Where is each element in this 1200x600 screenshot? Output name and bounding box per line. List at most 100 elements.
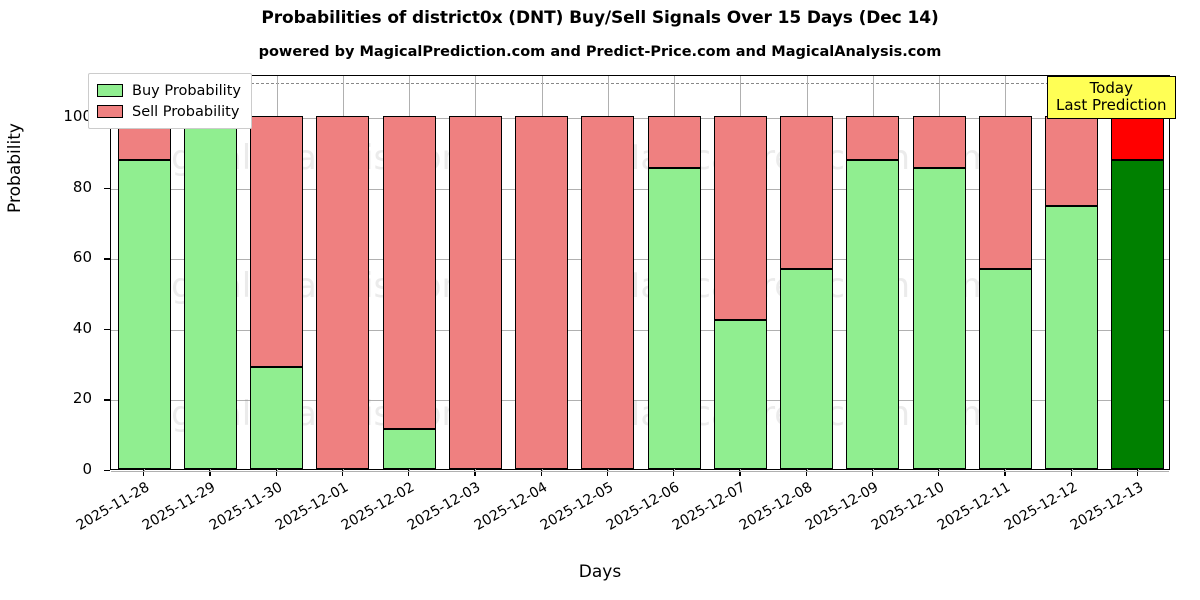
today-annotation: Today Last Prediction xyxy=(1047,76,1176,119)
bar-segment-buy[interactable] xyxy=(713,319,767,469)
legend-label-sell: Sell Probability xyxy=(132,103,240,120)
legend-label-buy: Buy Probability xyxy=(132,82,241,99)
bar-segment-buy[interactable] xyxy=(382,429,436,469)
x-tick-label: 2025-12-03 xyxy=(405,479,484,534)
bar-segment-sell[interactable] xyxy=(382,116,436,430)
x-tick-mark xyxy=(1070,470,1072,476)
x-tick-label: 2025-12-06 xyxy=(603,479,683,534)
y-tick-label: 20 xyxy=(72,389,92,408)
bar-segment-sell[interactable] xyxy=(780,116,834,270)
bar-segment-sell[interactable] xyxy=(978,116,1032,270)
bar-group[interactable] xyxy=(515,74,569,469)
legend-item-buy: Buy Probability xyxy=(97,80,241,101)
x-tick-label: 2025-12-08 xyxy=(736,479,815,534)
x-tick-mark xyxy=(341,470,344,476)
x-tick-mark xyxy=(474,470,476,476)
bar-segment-buy[interactable] xyxy=(780,269,834,469)
legend-swatch-buy-icon xyxy=(97,84,123,97)
x-tick-mark xyxy=(209,470,211,476)
bar-group[interactable] xyxy=(912,74,966,469)
x-tick-mark xyxy=(143,470,145,476)
bar-segment-sell[interactable] xyxy=(448,116,502,469)
bar-group[interactable] xyxy=(316,74,370,469)
bar-segment-buy[interactable] xyxy=(250,366,304,469)
x-tick-label: 2025-12-13 xyxy=(1067,479,1147,534)
x-tick-label: 2025-11-30 xyxy=(206,479,285,534)
bar-segment-sell[interactable] xyxy=(1045,116,1099,207)
x-tick-mark xyxy=(540,470,542,476)
x-tick-label: 2025-11-29 xyxy=(140,479,219,534)
bar-group[interactable] xyxy=(250,74,304,469)
bar-group[interactable] xyxy=(647,74,701,469)
today-annotation-line1: Today xyxy=(1089,79,1133,97)
bar-segment-buy[interactable] xyxy=(978,269,1032,469)
x-tick-label: 2025-12-09 xyxy=(802,479,882,534)
y-tick-label: 80 xyxy=(72,177,92,196)
bar-segment-sell[interactable] xyxy=(846,116,900,161)
bar-segment-buy[interactable] xyxy=(183,116,237,469)
bar-group[interactable] xyxy=(1111,74,1165,469)
bar-segment-buy[interactable] xyxy=(1111,160,1165,469)
bar-segment-buy[interactable] xyxy=(117,160,171,469)
bar-segment-sell[interactable] xyxy=(1111,116,1165,161)
x-tick-mark xyxy=(871,470,874,476)
bar-segment-sell[interactable] xyxy=(581,116,635,469)
chart-legend: Buy Probability Sell Probability xyxy=(88,73,252,129)
plot-area: MagicalAnalysis.comMagicalPrediction.com… xyxy=(110,75,1170,472)
bar-segment-buy[interactable] xyxy=(1045,206,1099,469)
bar-group[interactable] xyxy=(448,74,502,469)
x-tick-label: 2025-12-11 xyxy=(935,479,1014,534)
gridline-y xyxy=(111,471,1169,472)
x-tick-mark xyxy=(1004,470,1006,476)
bar-group[interactable] xyxy=(846,74,900,469)
y-tick-mark xyxy=(104,399,110,401)
y-tick-mark xyxy=(104,470,110,472)
y-tick-label: 40 xyxy=(72,318,92,337)
x-tick-label: 2025-12-04 xyxy=(471,479,550,534)
x-tick-mark xyxy=(408,470,410,476)
y-tick-mark xyxy=(104,328,110,331)
x-tick-mark xyxy=(1136,470,1139,476)
y-tick-label: 60 xyxy=(72,248,92,267)
gridline-y xyxy=(111,188,1169,190)
x-tick-mark xyxy=(739,470,741,476)
x-tick-label: 2025-12-01 xyxy=(272,479,352,534)
bar-group[interactable] xyxy=(1045,74,1099,469)
chart-subtitle: powered by MagicalPrediction.com and Pre… xyxy=(258,44,942,60)
chart-title: Probabilities of district0x (DNT) Buy/Se… xyxy=(261,8,939,28)
x-axis-label: Days xyxy=(578,562,622,582)
bar-segment-buy[interactable] xyxy=(647,168,701,469)
gridline-y xyxy=(111,329,1169,331)
bar-segment-sell[interactable] xyxy=(250,116,304,367)
x-tick-mark xyxy=(673,470,675,476)
bar-segment-sell[interactable] xyxy=(647,116,701,169)
y-tick-mark xyxy=(104,258,110,260)
bar-group[interactable] xyxy=(780,74,834,469)
today-annotation-line2: Last Prediction xyxy=(1056,95,1167,114)
y-tick-label: 100 xyxy=(63,107,92,126)
y-tick-mark xyxy=(104,187,110,190)
bar-segment-sell[interactable] xyxy=(515,116,569,469)
bar-group[interactable] xyxy=(978,74,1032,469)
bar-segment-sell[interactable] xyxy=(713,116,767,320)
bar-segment-buy[interactable] xyxy=(846,160,900,469)
legend-swatch-sell-icon xyxy=(97,105,123,118)
x-tick-label: 2025-12-02 xyxy=(338,479,418,534)
legend-item-sell: Sell Probability xyxy=(97,101,241,122)
x-tick-label: 2025-11-28 xyxy=(73,479,153,534)
x-tick-mark xyxy=(606,470,609,476)
bar-group[interactable] xyxy=(382,74,436,469)
bar-group[interactable] xyxy=(713,74,767,469)
bar-segment-buy[interactable] xyxy=(912,168,966,469)
x-tick-mark xyxy=(275,470,277,476)
gridline-y xyxy=(111,118,1169,120)
gridline-y xyxy=(111,400,1169,402)
bar-segment-sell[interactable] xyxy=(316,116,370,469)
bar-group[interactable] xyxy=(183,74,237,469)
x-tick-label: 2025-12-10 xyxy=(868,479,948,534)
bar-segment-sell[interactable] xyxy=(912,116,966,169)
bar-group[interactable] xyxy=(117,74,171,469)
bar-group[interactable] xyxy=(581,74,635,469)
bar-series-layer xyxy=(111,76,1169,469)
